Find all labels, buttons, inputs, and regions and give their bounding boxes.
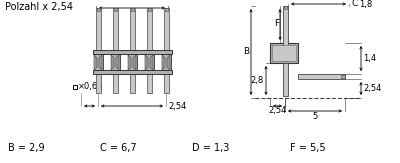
Text: F: F (274, 19, 279, 28)
Polygon shape (128, 55, 131, 70)
Polygon shape (167, 55, 170, 70)
Bar (162, 52, 171, 72)
Text: 1,8: 1,8 (359, 0, 372, 8)
Bar (94, 52, 103, 72)
Polygon shape (133, 55, 136, 70)
Bar (147, 71, 152, 93)
Bar (93, 50, 172, 54)
Bar (111, 52, 120, 72)
Polygon shape (111, 55, 114, 70)
Text: C: C (352, 0, 358, 8)
Bar (147, 8, 152, 53)
Text: Polzahl x 2,54: Polzahl x 2,54 (5, 2, 73, 12)
Bar (97, 8, 100, 11)
Bar (130, 8, 135, 53)
Text: D = 1,3: D = 1,3 (192, 143, 229, 153)
Bar (113, 8, 118, 53)
Polygon shape (150, 55, 153, 70)
Bar (283, 6, 288, 61)
Bar (93, 70, 172, 74)
Text: 2,54: 2,54 (168, 102, 186, 111)
Text: 5: 5 (312, 112, 318, 121)
Text: 2,54: 2,54 (268, 106, 287, 116)
Polygon shape (94, 55, 97, 70)
Bar (148, 8, 151, 11)
Bar (96, 8, 101, 53)
Bar (114, 8, 117, 11)
Text: F = 5,5: F = 5,5 (290, 143, 326, 153)
Text: C = 6,7: C = 6,7 (100, 143, 137, 153)
Text: ×0,63: ×0,63 (78, 82, 104, 91)
Text: B: B (243, 47, 249, 57)
Text: 1,4: 1,4 (363, 54, 376, 63)
Bar (131, 8, 134, 11)
Bar (73, 85, 77, 89)
Bar (128, 52, 137, 72)
Bar (298, 74, 345, 79)
Polygon shape (162, 55, 165, 70)
Bar (284, 6, 287, 9)
Bar (164, 71, 169, 93)
Bar (130, 71, 135, 93)
Polygon shape (145, 55, 148, 70)
Bar (272, 45, 296, 61)
Bar (145, 52, 154, 72)
Text: 2,54: 2,54 (363, 84, 381, 93)
Text: 2,8: 2,8 (251, 76, 264, 85)
Bar (165, 8, 168, 11)
Text: B = 2,9: B = 2,9 (8, 143, 45, 153)
Bar (270, 43, 298, 63)
Polygon shape (116, 55, 119, 70)
Polygon shape (99, 55, 102, 70)
Bar (283, 63, 288, 96)
Bar (113, 71, 118, 93)
Bar (164, 8, 169, 53)
Bar (341, 75, 345, 78)
Bar (96, 71, 101, 93)
